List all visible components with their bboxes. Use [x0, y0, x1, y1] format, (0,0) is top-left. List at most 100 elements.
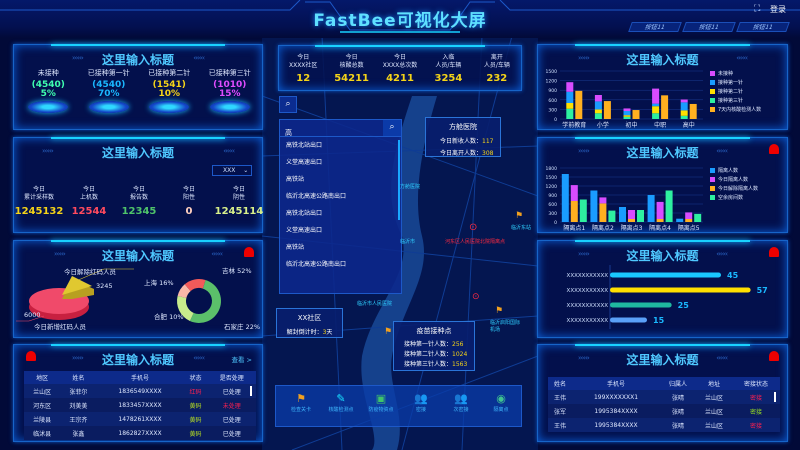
- view-more-link[interactable]: 查看 >: [231, 356, 252, 364]
- column-header: 密接状态: [731, 377, 780, 390]
- table-cell: 张军: [548, 404, 572, 418]
- map-label[interactable]: 临沂启阳国际机场: [490, 320, 521, 333]
- bar-segment: [680, 115, 688, 119]
- table-cell: 兰山区: [695, 390, 732, 404]
- search-submit-icon[interactable]: ⌕: [383, 120, 401, 136]
- stat-label: 入临: [442, 54, 455, 61]
- popup-title: 疫苗接种点: [416, 327, 452, 335]
- bar: [610, 302, 672, 308]
- x-tick-label: 隔离点4: [649, 224, 671, 232]
- login-button[interactable]: 登录: [770, 5, 786, 14]
- search-input[interactable]: [280, 125, 380, 141]
- location-pin-icon[interactable]: ⊙: [472, 292, 480, 302]
- map-label[interactable]: 临沂东站: [511, 225, 532, 231]
- panel-title: 这里输入标题: [626, 353, 699, 367]
- flag-icon[interactable]: ⚑: [384, 327, 393, 337]
- vaccine-label: 未接种: [37, 69, 59, 77]
- x-tick-label: 小学: [597, 121, 609, 129]
- vaccination-popup: 疫苗接种点 接种第一针人数：256 接种第二针人数：1024 接种第三针人数：156…: [393, 321, 475, 371]
- stat-label: 今日: [232, 186, 245, 193]
- legend-test-tube[interactable]: ✎ 核酸检测点: [321, 392, 361, 413]
- legend-label: 接种第一针: [718, 79, 743, 86]
- stat-label: 阳性: [182, 194, 195, 201]
- sample-stat: 今日 累计采样数 1245132: [14, 186, 64, 217]
- legend-label: 隔离点: [493, 407, 509, 413]
- popup-value: 1563: [452, 361, 468, 368]
- bar-segment: [656, 201, 664, 219]
- table-cell: 张晴: [660, 390, 696, 404]
- table-row[interactable]: 河东区 刘美美 1833457XXXX 黄码 未处理: [24, 398, 256, 412]
- x-tick-label: 隔离点5: [678, 224, 700, 232]
- bar-segment: [694, 213, 702, 222]
- header-button-2[interactable]: 按钮11: [682, 22, 736, 32]
- header-button-3[interactable]: 按钮11: [736, 22, 790, 32]
- flag-icon[interactable]: ⚑: [515, 211, 524, 221]
- vaccination-chart-panel: ›››››› 这里输入标题 ‹‹‹‹‹‹ 0 300 600 900 1200 1500 学…: [537, 44, 788, 130]
- flag-icon[interactable]: ⚑: [495, 306, 504, 316]
- table-row[interactable]: 王伟 199XXXXXXX1 张晴 兰山区 密接: [548, 390, 780, 404]
- region-select[interactable]: XXX ⌄: [212, 165, 252, 176]
- location-pin-icon[interactable]: ⊙: [469, 222, 478, 233]
- people-icon: 👥: [414, 392, 428, 405]
- table-row[interactable]: 王伟 1995384XXXX 张晴 兰山区 密接: [548, 418, 780, 432]
- donut-label: 石家庄 22%: [224, 322, 260, 331]
- map-label[interactable]: 方舱医院: [400, 184, 421, 190]
- search-result-item[interactable]: 临沂北高速公路南出口: [286, 193, 347, 200]
- stat-label: 报告数: [129, 194, 148, 201]
- popup-value: 3: [322, 329, 327, 336]
- stat-label: 今日: [182, 186, 195, 193]
- search-result-item[interactable]: 义堂高速出口: [286, 159, 323, 166]
- legend-label: 接种第三针: [718, 97, 743, 104]
- bar-segment: [676, 218, 684, 222]
- fullscreen-icon[interactable]: ⛶: [754, 4, 761, 14]
- chevron-decoration: ››››››: [72, 54, 84, 62]
- column-header: 姓名: [548, 377, 572, 390]
- legend-flag[interactable]: ⚑ 检查关卡: [281, 392, 321, 413]
- search-result-item[interactable]: 高铁站: [286, 176, 305, 183]
- popup-label: 今日离开人数：: [440, 150, 483, 157]
- legend-location[interactable]: ◉ 隔离点: [481, 392, 521, 413]
- search-result-item[interactable]: 高铁站: [286, 244, 305, 251]
- red-code-pie: [16, 268, 134, 322]
- bar-segment: [623, 111, 631, 116]
- table-row[interactable]: 张军 1995384XXXX 张晴 兰山区 密接: [548, 404, 780, 418]
- legend-label: 密接: [415, 407, 426, 413]
- search-toggle-button[interactable]: ⌕: [279, 96, 297, 113]
- map-label-isolation[interactable]: 河东区人民医院北院隔离点: [445, 239, 506, 245]
- table-cell: 已处理: [207, 384, 256, 398]
- table-cell: 1995384XXXX: [572, 404, 660, 418]
- legend-label: 检查关卡: [290, 407, 311, 413]
- table-row[interactable]: 兰山区 张菲尔 1836549XXXX 红码 已处理: [24, 384, 256, 398]
- scrollbar[interactable]: [398, 140, 400, 220]
- popup-label: 今日新收人数：: [440, 138, 483, 145]
- legend-box[interactable]: ▣ 防疫物资点: [361, 392, 401, 413]
- vaccine-item: 已接种第三针 (1010) 15%: [200, 69, 261, 129]
- panel-title: 这里输入标题: [626, 249, 699, 263]
- table-header: 地区 姓名 手机号 状态 是否处理: [24, 371, 256, 384]
- legend-people[interactable]: 👥 次密接: [441, 392, 481, 413]
- stat-label: 核酸总数: [339, 62, 364, 69]
- legend-people[interactable]: 👥 密接: [401, 392, 441, 413]
- map-label[interactable]: 临沂市人民医院: [357, 301, 393, 307]
- search-result-item[interactable]: 义堂高速出口: [286, 227, 323, 234]
- top-stat: 离开 人员/车辆 232: [473, 54, 521, 84]
- popup-title: XX社区: [297, 314, 322, 322]
- scrollbar[interactable]: [250, 386, 252, 396]
- table-cell: 王伟: [548, 418, 572, 432]
- vaccine-percent: 15%: [218, 89, 241, 99]
- search-result-item[interactable]: 高铁北站出口: [286, 210, 323, 217]
- chevron-decoration: ‹‹‹‹‹‹: [193, 54, 205, 62]
- vaccine-count: (1010): [213, 80, 247, 90]
- chevron-decoration: ‹‹‹‹‹‹: [736, 54, 748, 62]
- bar-segment: [680, 102, 688, 111]
- alarm-icon: [244, 247, 254, 257]
- bar-segment: [608, 210, 616, 222]
- table-row[interactable]: 临沭县 张鑫 1862827XXXX 黄码 已处理: [24, 426, 256, 440]
- stat-value: 1245114: [214, 206, 264, 217]
- table-row[interactable]: 兰陵县 王宗齐 1478261XXXX 黄码 已处理: [24, 412, 256, 426]
- header-button-1[interactable]: 按钮11: [628, 22, 682, 32]
- scrollbar[interactable]: [774, 392, 776, 402]
- search-result-item[interactable]: 高铁北站出口: [286, 142, 323, 149]
- search-result-item[interactable]: 临沂北高速公路南出口: [286, 261, 347, 268]
- samples-panel: ›››››› 这里输入标题 ‹‹‹‹‹‹ XXX ⌄ 今日 累计采样数 124513…: [13, 137, 263, 233]
